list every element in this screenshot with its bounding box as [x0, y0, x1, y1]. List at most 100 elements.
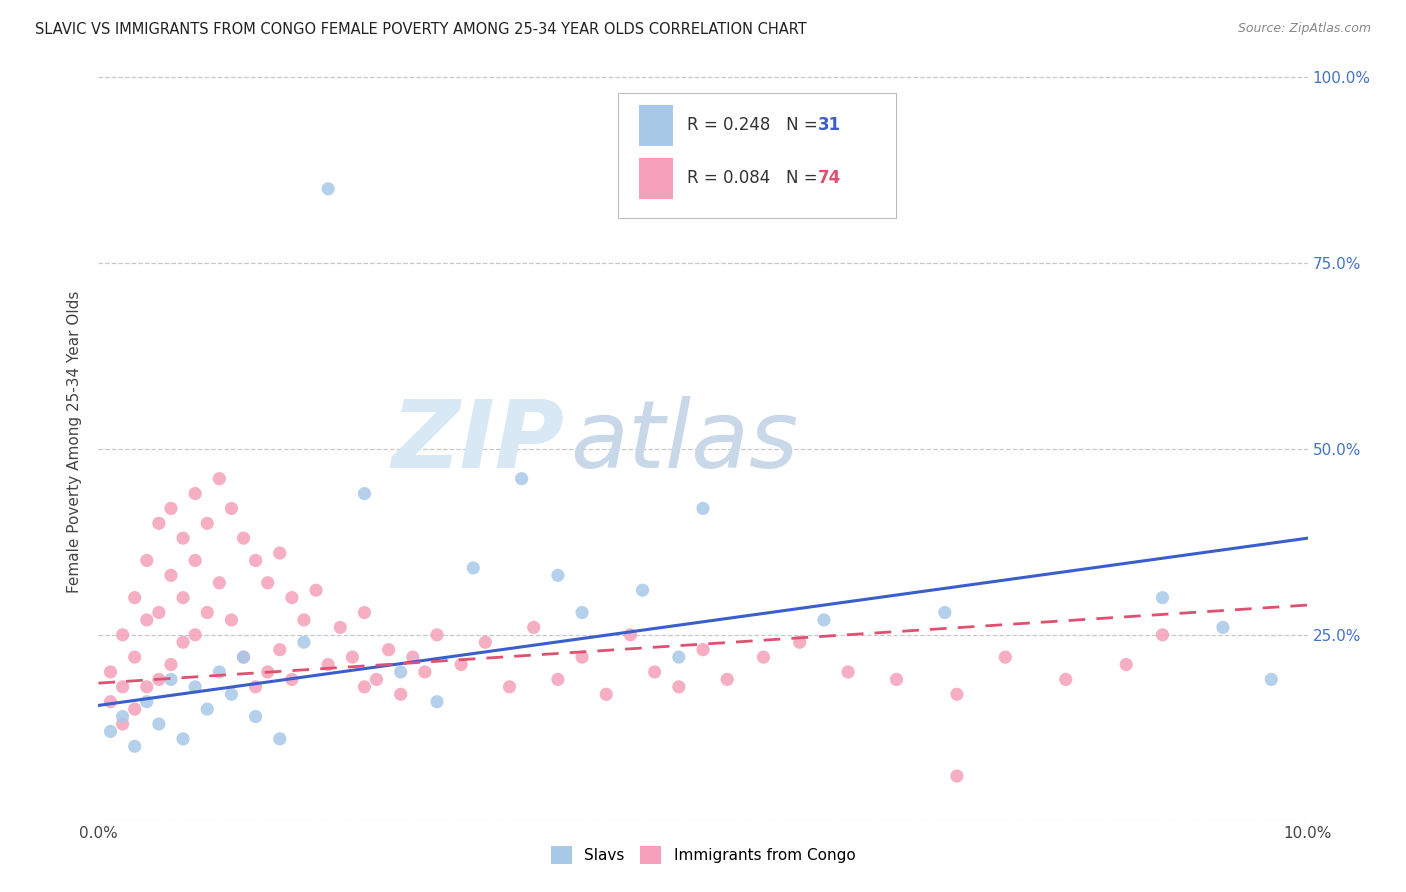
Point: [160, 657, 183, 672]
Point: [195, 702, 218, 716]
Point: [269, 731, 291, 746]
Point: [208, 472, 231, 486]
Point: [1212, 620, 1234, 634]
Text: R = 0.248   N =: R = 0.248 N =: [688, 116, 824, 135]
Point: [245, 553, 267, 567]
Point: [221, 501, 243, 516]
Point: [946, 687, 969, 701]
Point: [547, 568, 569, 582]
Point: [886, 673, 908, 687]
FancyBboxPatch shape: [638, 158, 673, 199]
Point: [245, 680, 267, 694]
FancyBboxPatch shape: [619, 93, 897, 218]
Point: [100, 665, 122, 679]
Point: [148, 717, 170, 731]
Point: [111, 680, 134, 694]
Point: [208, 575, 231, 590]
Point: [668, 680, 690, 694]
Point: [232, 650, 254, 665]
Point: [413, 665, 436, 679]
Point: [195, 606, 218, 620]
Point: [135, 613, 157, 627]
Point: [789, 635, 811, 649]
Point: [172, 635, 194, 649]
Point: [631, 583, 654, 598]
Text: R = 0.084   N =: R = 0.084 N =: [688, 169, 823, 187]
Point: [463, 561, 485, 575]
Point: [571, 650, 593, 665]
Text: 74: 74: [818, 169, 841, 187]
Point: [184, 680, 207, 694]
Point: [124, 591, 146, 605]
Point: [305, 583, 328, 598]
Point: [389, 687, 412, 701]
Point: [644, 665, 666, 679]
Point: [329, 620, 352, 634]
Point: [111, 717, 134, 731]
Point: [221, 613, 243, 627]
Point: [353, 606, 375, 620]
Point: [946, 769, 969, 783]
Point: [135, 680, 157, 694]
Point: [184, 553, 207, 567]
Point: [135, 695, 157, 709]
Point: [366, 673, 388, 687]
Point: [523, 620, 546, 634]
Point: [160, 673, 183, 687]
Text: 31: 31: [818, 116, 841, 135]
Point: [402, 650, 425, 665]
Point: [232, 650, 254, 665]
Point: [160, 568, 183, 582]
Point: [148, 606, 170, 620]
Text: atlas: atlas: [569, 396, 799, 487]
Point: [316, 657, 339, 672]
Point: [232, 531, 254, 545]
Point: [994, 650, 1017, 665]
Point: [184, 628, 207, 642]
Point: [668, 650, 690, 665]
Point: [837, 665, 859, 679]
Y-axis label: Female Poverty Among 25-34 Year Olds: Female Poverty Among 25-34 Year Olds: [67, 291, 83, 592]
Point: [256, 665, 278, 679]
Point: [148, 673, 170, 687]
Point: [172, 731, 194, 746]
Point: [389, 665, 412, 679]
Point: [450, 657, 472, 672]
Legend: Slavs, Immigrants from Congo: Slavs, Immigrants from Congo: [544, 840, 862, 870]
Point: [353, 680, 375, 694]
Point: [377, 642, 399, 657]
Point: [619, 628, 641, 642]
Text: SLAVIC VS IMMIGRANTS FROM CONGO FEMALE POVERTY AMONG 25-34 YEAR OLDS CORRELATION: SLAVIC VS IMMIGRANTS FROM CONGO FEMALE P…: [35, 22, 807, 37]
Text: ZIP: ZIP: [391, 395, 564, 488]
Point: [692, 642, 714, 657]
Point: [595, 687, 617, 701]
Point: [124, 650, 146, 665]
Point: [172, 531, 194, 545]
Text: Source: ZipAtlas.com: Source: ZipAtlas.com: [1237, 22, 1371, 36]
Point: [474, 635, 496, 649]
Point: [342, 650, 364, 665]
Point: [1152, 591, 1174, 605]
Point: [692, 501, 714, 516]
Point: [100, 695, 122, 709]
Point: [716, 673, 738, 687]
Point: [292, 635, 315, 649]
Point: [1054, 673, 1077, 687]
Point: [316, 182, 339, 196]
FancyBboxPatch shape: [638, 104, 673, 146]
Point: [1152, 628, 1174, 642]
Point: [124, 702, 146, 716]
Point: [426, 695, 449, 709]
Point: [184, 486, 207, 500]
Point: [221, 687, 243, 701]
Point: [498, 680, 520, 694]
Point: [111, 709, 134, 723]
Point: [269, 642, 291, 657]
Point: [510, 472, 533, 486]
Point: [281, 591, 304, 605]
Point: [571, 606, 593, 620]
Point: [269, 546, 291, 560]
Point: [813, 613, 835, 627]
Point: [111, 628, 134, 642]
Point: [195, 516, 218, 531]
